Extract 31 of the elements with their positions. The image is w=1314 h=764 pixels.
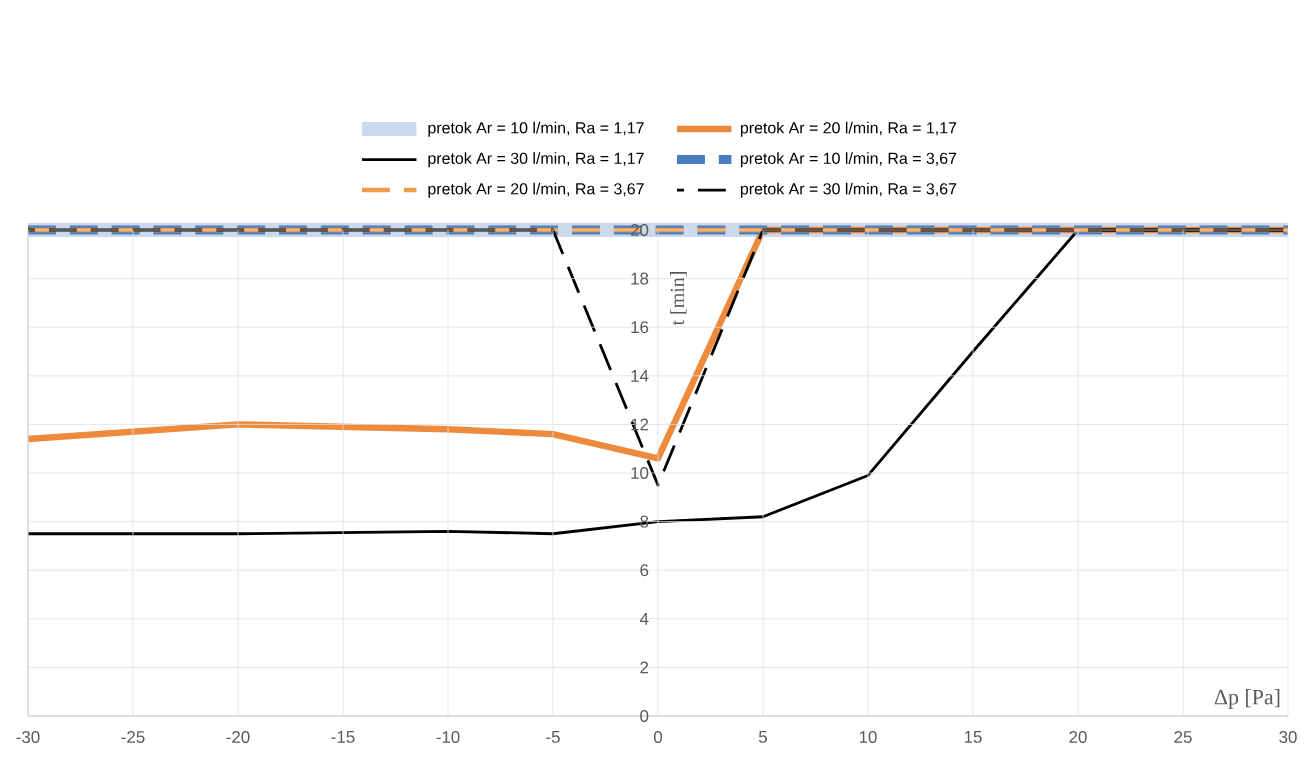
y-tick-label: 2 [640,661,649,674]
x-tick-label: -20 [226,731,250,744]
y-tick-label: 0 [640,710,649,722]
x-tick-label: -10 [436,731,460,744]
y-tick-label: 14 [631,369,649,382]
x-tick-label: 5 [758,731,768,743]
x-axis-title: Δp [Pa] [1214,689,1280,709]
y-tick-label: 6 [640,564,649,577]
x-tick-label: 0 [653,731,663,744]
legend-label: pretok Ar = 20 l/min, Ra = 3,67 [428,182,644,198]
y-axis-title: t [min] [670,272,687,326]
y-tick-label: 20 [630,224,649,236]
legend-label: pretok Ar = 30 l/min, Ra = 1,17 [428,152,644,168]
y-tick-label: 8 [640,515,649,528]
x-tick-label: 30 [1279,731,1297,744]
y-tick-label: 4 [639,612,649,625]
x-tick-label: 10 [859,731,877,744]
legend-label: pretok Ar = 10 l/min, Ra = 1,17 [428,121,644,137]
x-tick-label: 25 [1174,731,1192,744]
y-tick-label: 10 [631,467,649,479]
x-tick-label: -5 [546,731,560,743]
legend-label: pretok Ar = 20 l/min, Ra = 1,17 [740,121,957,137]
y-tick-label: 18 [631,272,649,285]
legend-label: pretok Ar = 10 l/min, Ra = 3,67 [740,152,957,168]
x-tick-label: -25 [121,731,145,744]
x-tick-label: -30 [16,731,40,744]
x-tick-label: -15 [331,731,355,743]
y-tick-label: 16 [631,321,649,334]
x-tick-label: 20 [1069,731,1087,744]
x-tick-label: 15 [964,731,982,743]
legend-label: pretok Ar = 30 l/min, Ra = 3,67 [740,182,957,198]
